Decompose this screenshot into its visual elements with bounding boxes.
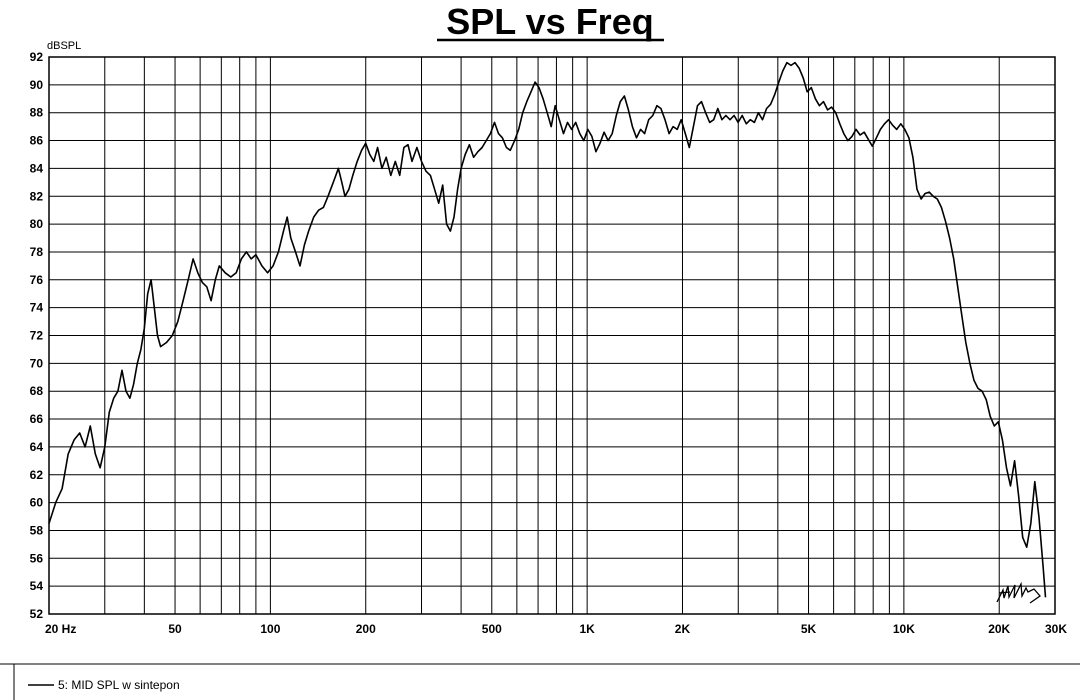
legend-label: 5: MID SPL w sintepon (58, 678, 180, 692)
y-tick-label: 72 (30, 329, 44, 343)
y-tick-label: 62 (30, 468, 44, 482)
y-tick-label: 58 (30, 523, 44, 537)
y-tick-label: 84 (30, 161, 44, 175)
grid (48, 56, 1056, 615)
y-tick-label: 78 (30, 245, 44, 259)
y-tick-label: 76 (30, 273, 44, 287)
y-tick-label: 80 (30, 217, 44, 231)
y-tick-label: 52 (30, 607, 44, 621)
y-tick-label: 92 (30, 50, 44, 64)
y-tick-label: 54 (30, 579, 44, 593)
plot-frame (48, 56, 1056, 615)
x-tick-label: 50 (168, 622, 182, 636)
tms-logo-strokes (996, 581, 1041, 604)
y-tick-label: 74 (30, 301, 44, 315)
y-tick-label: 70 (30, 356, 44, 370)
y-tick-label: 68 (30, 384, 44, 398)
x-tick-label: 500 (482, 622, 502, 636)
x-tick-label: 30K (1045, 622, 1067, 636)
y-tick-label: 82 (30, 189, 44, 203)
x-tick-label: 20K (988, 622, 1010, 636)
x-tick-label: 100 (260, 622, 280, 636)
y-tick-label: 86 (30, 134, 44, 148)
x-tick-label: 2K (675, 622, 691, 636)
x-tick-label: 10K (893, 622, 915, 636)
x-tick-label: 200 (356, 622, 376, 636)
y-tick-labels: 52 54 56 58 60 62 64 66 68 70 72 74 76 78 80 82 84 86 88 90… (30, 50, 44, 621)
y-tick-label: 66 (30, 412, 44, 426)
y-tick-label: 88 (30, 106, 44, 120)
series-layer (48, 61, 1047, 598)
x-tick-label: 20 Hz (45, 622, 76, 636)
x-tick-label: 5K (801, 622, 817, 636)
y-tick-label: 60 (30, 496, 44, 510)
tms-logo (996, 581, 1041, 604)
y-tick-label: 56 (30, 551, 44, 565)
y-tick-label: 64 (30, 440, 44, 454)
chart-title: SPL vs Freq (446, 1, 653, 42)
x-tick-labels: 20 Hz 50 100 200 500 1K 2K 5K 10K 20K 30K (45, 622, 1067, 636)
y-tick-label: 90 (30, 78, 44, 92)
y-axis-label: dBSPL (47, 40, 81, 52)
x-tick-label: 1K (579, 622, 595, 636)
series-line (48, 61, 1047, 598)
legend: 5: MID SPL w sintepon (0, 663, 1080, 700)
